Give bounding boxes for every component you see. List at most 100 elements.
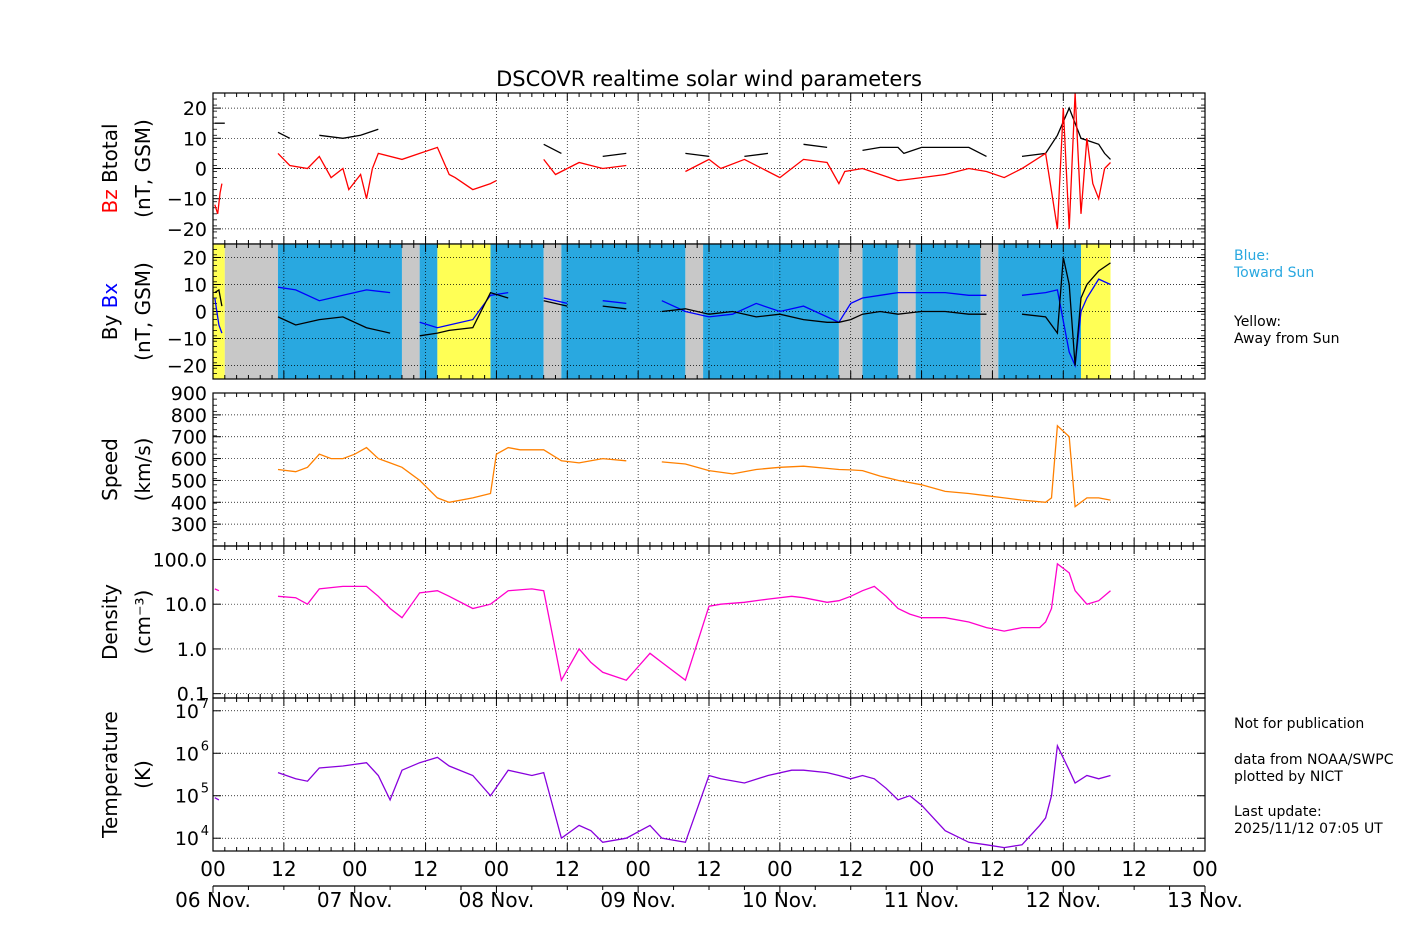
y-tick-label: −10 — [167, 189, 207, 211]
series-line-by — [661, 308, 987, 323]
panel-density: 100.0 10.0 1.0 0.1 Density (cm⁻³) — [98, 545, 1206, 706]
y-tick-label: 400 — [171, 492, 207, 514]
panel-frame — [212, 392, 1206, 547]
y-tick-label: 10 — [175, 743, 199, 765]
series-line-speed — [277, 446, 627, 503]
panel-magnetic_field_components: 20 10 0 −10 −20 By Bx (nT, GSM) — [98, 243, 1206, 380]
x-hour-tick-label: 12 — [838, 857, 863, 881]
ylabel-btotal: Btotal — [98, 123, 122, 189]
x-day-label: 08 Nov. — [459, 888, 535, 912]
series-line-btotal — [602, 152, 627, 158]
y-axis-label: By Bx — [98, 283, 122, 341]
series-line-by — [277, 316, 391, 334]
y-tick-exponent: 6 — [201, 739, 209, 754]
panel-frame — [212, 243, 1206, 380]
y-tick-label: −10 — [167, 329, 207, 351]
series-line-temperature — [214, 797, 220, 801]
data-source: data from NOAA/SWPC — [1234, 752, 1394, 768]
plotted-by: plotted by NICT — [1234, 769, 1343, 785]
series-line-speed — [661, 424, 1111, 508]
y-tick-label: 10.0 — [165, 594, 207, 616]
y-tick-label: 800 — [171, 405, 207, 427]
sector-band-toward — [419, 244, 438, 379]
series-line-bx — [602, 300, 627, 305]
series-line-bz — [277, 146, 497, 199]
y-tick-label: 20 — [183, 98, 207, 120]
y-axis-label: Speed — [98, 438, 122, 501]
series-line-temperature — [277, 743, 1111, 849]
x-hour-tick-label: 12 — [413, 857, 438, 881]
series-line-density — [277, 562, 1111, 683]
x-hour-tick-label: 00 — [1051, 857, 1076, 881]
away-from-sun-label-1: Yellow: — [1234, 314, 1282, 330]
x-hour-tick-label: 12 — [1121, 857, 1146, 881]
x-day-label: 09 Nov. — [600, 888, 676, 912]
x-hour-tick-label: 00 — [909, 857, 934, 881]
ylabel-bx: Bx — [98, 283, 122, 315]
y-tick-label: 10 — [183, 275, 207, 297]
sector-band-none — [224, 244, 278, 379]
series-line-btotal — [543, 143, 562, 154]
y-tick-label: 0 — [195, 302, 207, 324]
series-line-btotal — [685, 152, 710, 158]
sector-band-none — [838, 244, 863, 379]
x-hour-tick-label: 00 — [1192, 857, 1217, 881]
chart-title: DSCOVR realtime solar wind parameters — [496, 67, 922, 91]
not-for-publication: Not for publication — [1234, 716, 1365, 732]
y-tick-label: 0 — [195, 159, 207, 181]
x-day-label: 12 Nov. — [1025, 888, 1101, 912]
x-hour-tick-label: 12 — [980, 857, 1005, 881]
series-line-bx — [543, 297, 568, 305]
y-axis-units: (km/s) — [131, 438, 155, 502]
sector-band-toward — [998, 244, 1081, 379]
y-tick-label: 500 — [171, 470, 207, 492]
y-tick-label: 700 — [171, 427, 207, 449]
toward-sun-label-1: Blue: — [1234, 248, 1270, 264]
series-line-by — [1021, 257, 1111, 366]
y-axis-label: Density — [98, 584, 122, 660]
x-day-label: 10 Nov. — [742, 888, 818, 912]
ylabel-by: By — [98, 315, 122, 341]
y-tick-label: 0.1 — [177, 684, 207, 706]
series-line-by — [602, 305, 627, 310]
x-hour-tick-label: 00 — [625, 857, 650, 881]
sector-band-none — [980, 244, 999, 379]
y-axis-label: Temperature — [98, 711, 122, 839]
x-hour-tick-label: 00 — [484, 857, 509, 881]
y-axis-units: (nT, GSM) — [131, 119, 155, 218]
last-update-value: 2025/11/12 07:05 UT — [1234, 821, 1383, 837]
x-day-label: 13 Nov. — [1167, 888, 1243, 912]
y-axis-units: (cm⁻³) — [131, 590, 155, 655]
y-tick-exponent: 4 — [201, 824, 209, 839]
x-hour-tick-label: 00 — [767, 857, 792, 881]
series-line-btotal — [319, 128, 379, 139]
series-line-density — [214, 588, 220, 592]
sector-band-none — [401, 244, 420, 379]
y-tick-label: 10 — [175, 701, 199, 723]
y-tick-label: 10 — [183, 128, 207, 150]
y-tick-label: −20 — [167, 219, 207, 241]
away-from-sun-label-2: Away from Sun — [1234, 331, 1340, 347]
y-tick-label: −20 — [167, 356, 207, 378]
series-line-by — [419, 291, 509, 337]
y-axis-label: Bz Btotal — [98, 123, 122, 213]
y-tick-label: 20 — [183, 248, 207, 270]
y-tick-exponent: 5 — [201, 782, 209, 797]
series-line-btotal — [744, 152, 769, 158]
x-hour-tick-label: 12 — [555, 857, 580, 881]
series-line-by — [543, 300, 568, 307]
series-line-btotal — [862, 146, 987, 157]
x-hour-tick-label: 00 — [200, 857, 225, 881]
x-day-label: 06 Nov. — [175, 888, 251, 912]
x-hour-tick-label: 00 — [342, 857, 367, 881]
y-tick-exponent: 7 — [201, 697, 209, 712]
away-from-sun-legend: Yellow: Away from Sun — [1234, 314, 1339, 348]
toward-sun-label-2: Toward Sun — [1234, 265, 1315, 281]
x-hour-tick-label: 12 — [271, 857, 296, 881]
ylabel-bz: Bz — [98, 189, 122, 213]
last-update-label: Last update: — [1234, 804, 1322, 820]
toward-sun-legend: Blue: Toward Sun — [1234, 248, 1314, 282]
y-tick-label: 900 — [171, 383, 207, 405]
